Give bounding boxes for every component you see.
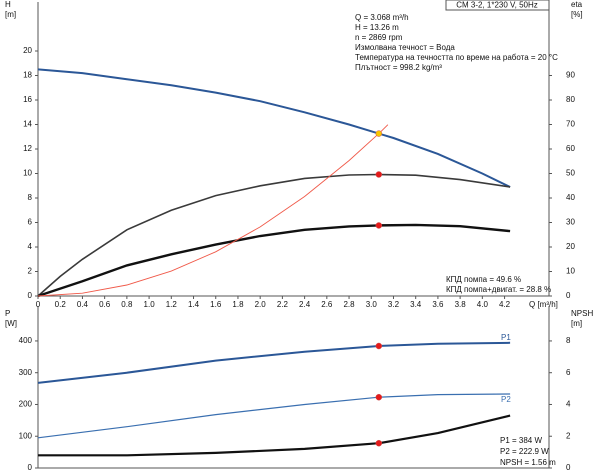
y-tick-label: 100	[19, 431, 33, 440]
x-tick-label: 3.2	[388, 300, 400, 309]
y-axis-label: H	[5, 0, 11, 9]
x-tick-label: 4.2	[499, 300, 511, 309]
y2-tick-label: 30	[566, 218, 575, 227]
y-tick-label: 8	[28, 193, 33, 202]
annotation: P1 = 384 W	[500, 436, 542, 445]
y-tick-label: 6	[28, 218, 33, 227]
y-tick-label: 400	[19, 336, 33, 345]
y2-axis-label: [%]	[571, 10, 583, 19]
y-axis-label: [m]	[5, 10, 16, 19]
x-tick-label: 0.6	[99, 300, 111, 309]
x-tick-label: 2.2	[277, 300, 289, 309]
y-tick-label: 0	[28, 463, 33, 472]
annotation: Измолвана течност = Вода	[355, 43, 455, 52]
x-axis-label: Q [m³/h]	[529, 300, 558, 309]
x-tick-label: 1.0	[144, 300, 156, 309]
annotation: КПД помпа+двигат. = 28.8 %	[446, 285, 551, 294]
operating-point	[375, 439, 383, 447]
annotation: Температура на течността по време на раб…	[355, 53, 558, 62]
x-tick-label: 2.0	[255, 300, 267, 309]
annotation: КПД помпа = 49.6 %	[446, 275, 521, 284]
annotation: Плътност = 998.2 kg/m³	[355, 63, 442, 72]
y-tick-label: 20	[23, 46, 32, 55]
y2-tick-label: 40	[566, 193, 575, 202]
y2-tick-label: 2	[566, 431, 571, 440]
y2-tick-label: 4	[566, 400, 571, 409]
operating-point	[375, 393, 383, 401]
y-tick-label: 16	[23, 95, 32, 104]
annotation: H = 13.26 m	[355, 23, 399, 32]
y-tick-label: 18	[23, 71, 32, 80]
y-axis-label: P	[5, 309, 10, 318]
series-line	[37, 173, 511, 297]
series-line	[37, 341, 511, 384]
x-tick-label: 3.4	[410, 300, 422, 309]
series-label: P1	[501, 333, 511, 342]
y-tick-label: 300	[19, 368, 33, 377]
y-tick-label: 200	[19, 400, 33, 409]
operating-point	[375, 342, 383, 350]
y2-axis-label: NPSH	[571, 309, 593, 318]
x-tick-label: 2.8	[343, 300, 355, 309]
annotation: n = 2869 rpm	[355, 33, 403, 42]
series-label: P2	[501, 395, 511, 404]
y2-tick-label: 70	[566, 120, 575, 129]
y2-tick-label: 20	[566, 242, 575, 251]
x-tick-label: 0	[36, 300, 41, 309]
annotation: P2 = 222.9 W	[500, 447, 549, 456]
y2-tick-label: 50	[566, 169, 575, 178]
y2-tick-label: 8	[566, 336, 571, 345]
operating-point	[375, 130, 383, 137]
x-tick-label: 3.6	[432, 300, 444, 309]
series-line	[37, 393, 511, 439]
series-line	[37, 223, 511, 298]
y2-tick-label: 80	[566, 95, 575, 104]
y-axis-label: [W]	[5, 319, 17, 328]
series-line	[37, 124, 389, 297]
y2-tick-label: 60	[566, 144, 575, 153]
x-tick-label: 1.4	[188, 300, 200, 309]
x-tick-label: 1.2	[166, 300, 178, 309]
y2-tick-label: 0	[566, 463, 571, 472]
annotation: Q = 3.068 m³/h	[355, 13, 409, 22]
x-tick-label: 4.0	[477, 300, 489, 309]
title-box	[445, 0, 550, 11]
operating-point	[375, 171, 383, 178]
y-tick-label: 10	[23, 169, 32, 178]
operating-point	[375, 222, 383, 229]
x-tick-label: 1.8	[232, 300, 244, 309]
y-tick-label: 2	[28, 267, 33, 276]
x-tick-label: 3.0	[366, 300, 378, 309]
x-tick-label: 0.4	[77, 300, 89, 309]
y-tick-label: 14	[23, 120, 32, 129]
y-tick-label: 0	[28, 291, 33, 300]
x-tick-label: 2.4	[299, 300, 311, 309]
x-tick-label: 2.6	[321, 300, 333, 309]
series-line	[38, 414, 511, 457]
y2-axis-label: eta	[571, 0, 583, 9]
y-tick-label: 12	[23, 144, 32, 153]
x-tick-label: 0.8	[121, 300, 133, 309]
x-tick-label: 3.8	[455, 300, 467, 309]
y2-tick-label: 10	[566, 267, 575, 276]
y2-axis-label: [m]	[571, 319, 582, 328]
series-line	[37, 68, 511, 188]
annotation: NPSH = 1.56 m	[500, 458, 556, 467]
y2-tick-label: 90	[566, 71, 575, 80]
x-tick-label: 1.6	[210, 300, 222, 309]
y2-tick-label: 0	[566, 291, 571, 300]
y2-tick-label: 6	[566, 368, 571, 377]
x-tick-label: 0.2	[55, 300, 67, 309]
chart-title: CM 3-2, 1*230 V, 50Hz	[456, 1, 538, 10]
y-tick-label: 4	[28, 242, 33, 251]
